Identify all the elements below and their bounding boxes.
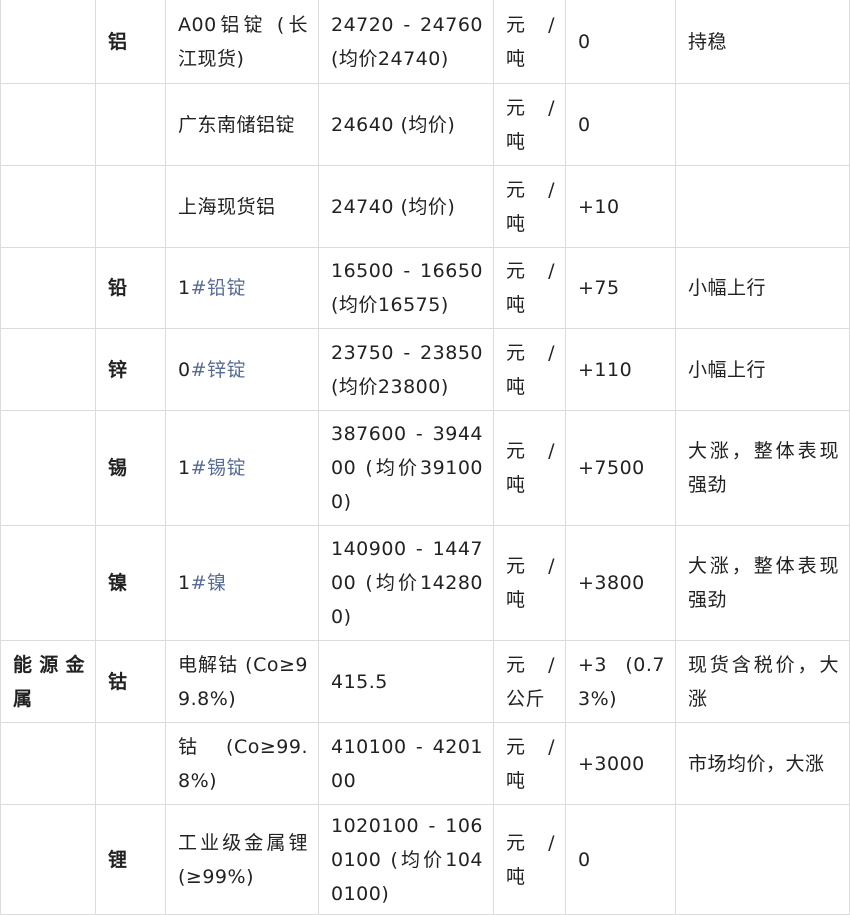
table-row: 锌 0#锌锭 23750 - 23850 (均价23800) 元 / 吨 +110 小幅上… <box>0 328 850 411</box>
note-cell: 持稳 <box>675 0 850 84</box>
change-cell: +7500 <box>565 410 676 526</box>
metal-cell <box>95 722 166 805</box>
metal-cell <box>95 83 166 166</box>
unit-cell: 元 / 吨 <box>493 722 566 805</box>
table-row: 镍 1#镍 140900 - 144700 (均价142800) 元 / 吨 +3800… <box>0 525 850 641</box>
note-cell: 大涨，整体表现强劲 <box>675 525 850 641</box>
change-cell: 0 <box>565 0 676 84</box>
grade-cell: 工业级金属锂 (≥99%) <box>165 804 319 915</box>
change-cell: 0 <box>565 804 676 915</box>
note-cell: 市场均价，大涨 <box>675 722 850 805</box>
grade-cell: A00铝锭 (长江现货) <box>165 0 319 84</box>
change-cell: +10 <box>565 165 676 248</box>
category-cell <box>0 328 96 411</box>
metal-cell: 锌 <box>95 328 166 411</box>
grade-cell: 1#铅锭 <box>165 247 319 329</box>
table-row: 钴 (Co≥99.8%) 410100 - 420100 元 / 吨 +3000 市场均… <box>0 722 850 805</box>
unit-cell: 元 / 吨 <box>493 0 566 84</box>
price-cell: 1020100 - 1060100 (均价1040100) <box>318 804 494 915</box>
grade-link[interactable]: #锌锭 <box>190 358 247 381</box>
price-cell: 140900 - 144700 (均价142800) <box>318 525 494 641</box>
table-row: 锡 1#锡锭 387600 - 394400 (均价391000) 元 / 吨 +750… <box>0 410 850 526</box>
price-cell: 24740 (均价) <box>318 165 494 248</box>
note-cell: 现货含税价，大涨 <box>675 640 850 723</box>
table-row: 能源金属钴电解钴 (Co≥99.8%) 415.5 元 / 公斤 +3 (0.73%)… <box>0 640 850 723</box>
table-row: 锂工业级金属锂 (≥99%) 1020100 - 1060100 (均价10401… <box>0 804 850 915</box>
unit-cell: 元 / 吨 <box>493 83 566 166</box>
note-cell <box>675 165 850 248</box>
unit-cell: 元 / 吨 <box>493 525 566 641</box>
grade-cell: 1#镍 <box>165 525 319 641</box>
category-cell <box>0 247 96 329</box>
note-cell: 大涨，整体表现强劲 <box>675 410 850 526</box>
grade-cell: 0#锌锭 <box>165 328 319 411</box>
unit-cell: 元 / 吨 <box>493 328 566 411</box>
grade-cell: 电解钴 (Co≥99.8%) <box>165 640 319 723</box>
category-cell <box>0 0 96 84</box>
grade-prefix: 1 <box>178 277 191 299</box>
change-cell: +110 <box>565 328 676 411</box>
metal-cell: 钴 <box>95 640 166 723</box>
category-cell <box>0 525 96 641</box>
metal-cell: 锂 <box>95 804 166 915</box>
grade-cell: 上海现货铝 <box>165 165 319 248</box>
metal-cell: 铅 <box>95 247 166 329</box>
price-cell: 410100 - 420100 <box>318 722 494 805</box>
grade-prefix: 0 <box>178 358 191 381</box>
note-cell <box>675 83 850 166</box>
change-cell: +3 (0.73%) <box>565 640 676 723</box>
table-row: 铅 1#铅锭 16500 - 16650 (均价16575) 元 / 吨 +75 小幅上行 <box>0 247 850 329</box>
unit-cell: 元 / 吨 <box>493 410 566 526</box>
grade-prefix: 1 <box>178 457 191 479</box>
table-row: 铝 A00铝锭 (长江现货) 24720 - 24760 (均价24740) 元 / … <box>0 0 850 84</box>
metal-cell: 锡 <box>95 410 166 526</box>
grade-cell: 1#锡锭 <box>165 410 319 526</box>
category-cell <box>0 165 96 248</box>
table-row: 上海现货铝 24740 (均价) 元 / 吨 +10 <box>0 165 850 248</box>
grade-link[interactable]: #锡锭 <box>190 457 247 479</box>
price-cell: 415.5 <box>318 640 494 723</box>
category-cell <box>0 410 96 526</box>
change-cell: +3800 <box>565 525 676 641</box>
grade-cell: 钴 (Co≥99.8%) <box>165 722 319 805</box>
unit-cell: 元 / 吨 <box>493 165 566 248</box>
metal-cell: 镍 <box>95 525 166 641</box>
grade-link[interactable]: #镍 <box>190 572 227 594</box>
price-cell: 16500 - 16650 (均价16575) <box>318 247 494 329</box>
price-cell: 23750 - 23850 (均价23800) <box>318 328 494 411</box>
category-cell: 能源金属 <box>0 640 96 723</box>
grade-cell: 广东南储铝锭 <box>165 83 319 166</box>
unit-cell: 元 / 吨 <box>493 247 566 329</box>
grade-link[interactable]: #铅锭 <box>190 277 247 299</box>
metal-cell <box>95 165 166 248</box>
unit-cell: 元 / 公斤 <box>493 640 566 723</box>
grade-prefix: 1 <box>178 572 191 594</box>
note-cell: 小幅上行 <box>675 247 850 329</box>
category-cell <box>0 804 96 915</box>
change-cell: 0 <box>565 83 676 166</box>
metal-cell: 铝 <box>95 0 166 84</box>
note-cell: 小幅上行 <box>675 328 850 411</box>
note-cell <box>675 804 850 915</box>
price-cell: 387600 - 394400 (均价391000) <box>318 410 494 526</box>
price-cell: 24640 (均价) <box>318 83 494 166</box>
category-cell <box>0 722 96 805</box>
category-cell <box>0 83 96 166</box>
change-cell: +3000 <box>565 722 676 805</box>
unit-cell: 元 / 吨 <box>493 804 566 915</box>
change-cell: +75 <box>565 247 676 329</box>
price-cell: 24720 - 24760 (均价24740) <box>318 0 494 84</box>
